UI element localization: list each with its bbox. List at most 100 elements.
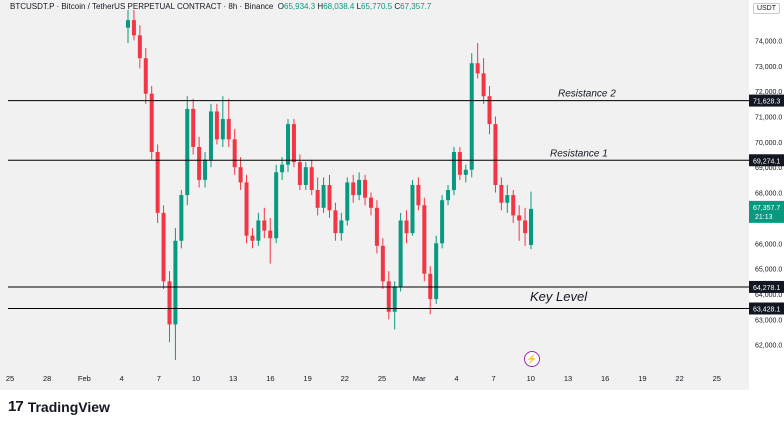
candle-body	[517, 215, 522, 221]
x-tick-label: 7	[157, 374, 161, 383]
tradingview-footer: 17 TradingView	[8, 398, 110, 415]
candle-body	[131, 20, 136, 36]
low-label: L	[356, 2, 362, 11]
candle-body	[226, 119, 231, 140]
y-tick-label: 68,000.0	[755, 191, 782, 198]
candle-body	[238, 167, 243, 183]
x-tick-label: 10	[192, 374, 200, 383]
x-tick-label: 25	[713, 374, 721, 383]
close-value: 67,357.7	[400, 2, 432, 11]
level-label: Key Level	[530, 289, 588, 304]
candle-body	[143, 58, 148, 94]
candle-body	[374, 207, 379, 246]
x-tick-label: 16	[601, 374, 609, 383]
brand-name: TradingView	[27, 398, 110, 415]
candle-body	[505, 195, 510, 203]
x-tick-label: 13	[564, 374, 572, 383]
level-label: Resistance 2	[558, 89, 616, 100]
candle-body	[398, 220, 403, 287]
candle-body	[197, 146, 202, 180]
candle-body	[428, 273, 433, 300]
candle-body	[244, 182, 249, 236]
current-price-badge	[749, 200, 784, 223]
level-badge-text: 71,628.3	[753, 99, 780, 106]
candle-body	[511, 195, 516, 216]
candle-body	[499, 184, 504, 203]
x-tick-label: 4	[454, 374, 458, 383]
chart-area[interactable]: 74,000.0 73,000.0 72,000.0 71,000.0 70,000.0…	[0, 0, 784, 390]
candle-body	[220, 119, 225, 140]
candle-body	[410, 184, 415, 234]
y-tick-label: 63,000.0	[755, 317, 782, 324]
y-tick-label: 64,000.0	[755, 292, 782, 299]
y-tick-label: 71,000.0	[755, 115, 782, 122]
candle-body	[179, 195, 184, 241]
high-value: 68,038.4	[323, 2, 355, 11]
currency-badge[interactable]: USDT	[752, 3, 780, 14]
x-tick-label: 19	[638, 374, 646, 383]
candle-body	[149, 93, 154, 152]
candle-body	[203, 159, 208, 180]
candle-body	[434, 243, 439, 300]
candle-body	[422, 205, 427, 274]
candle-body	[523, 220, 528, 234]
x-tick-label: Feb	[78, 374, 91, 383]
candle-body	[333, 210, 338, 234]
candle-body	[262, 220, 267, 231]
y-tick-label: 66,000.0	[755, 241, 782, 248]
candle-body	[446, 190, 451, 201]
lightning-event-icon[interactable]: ⚡	[524, 351, 540, 367]
tradingview-logo-icon: 17	[8, 398, 24, 415]
candle-body	[481, 73, 486, 97]
candle-body	[345, 182, 350, 221]
symbol-header: BTCUSDT.P · Bitcoin / TetherUS PERPETUAL…	[10, 2, 431, 11]
candle-body	[232, 139, 237, 168]
candle-body	[457, 152, 462, 175]
level-badge-text: 64,278.1	[753, 285, 780, 292]
candle-body	[357, 179, 362, 196]
candle-body	[493, 124, 498, 185]
candle-body	[280, 164, 285, 173]
candle-body	[404, 220, 409, 234]
candle-body	[339, 220, 344, 234]
candle-body	[297, 162, 302, 185]
candle-body	[256, 220, 261, 241]
candle-body	[368, 197, 373, 208]
open-label: O	[277, 2, 285, 11]
candle-body	[250, 235, 255, 241]
candle-body	[440, 200, 445, 244]
close-label: C	[394, 2, 401, 11]
candle-body	[185, 108, 190, 196]
x-tick-label: 13	[229, 374, 237, 383]
level-badge-text: 69,274.1	[753, 158, 780, 165]
candle-body	[208, 111, 213, 160]
candle-body	[451, 152, 456, 191]
x-tick-label: 25	[378, 374, 386, 383]
level-badge	[749, 280, 784, 293]
candle-body	[286, 124, 291, 165]
candle-body	[463, 169, 468, 175]
candle-body	[363, 179, 368, 198]
y-tick-label: 69,000.0	[755, 165, 782, 172]
price-chart[interactable]: 74,000.0 73,000.0 72,000.0 71,000.0 70,000.0…	[0, 0, 784, 390]
candle-body	[529, 208, 533, 245]
candle-body	[386, 281, 391, 312]
level-badge	[749, 94, 784, 107]
candle-body	[161, 212, 166, 282]
candle-body	[126, 20, 130, 28]
candle-body	[380, 245, 385, 282]
candle-body	[351, 182, 356, 196]
y-tick-label: 72,000.0	[755, 89, 782, 96]
candle-body	[487, 96, 492, 125]
candle-body	[321, 184, 326, 208]
countdown-text: 21:13	[755, 214, 773, 221]
x-tick-label: 16	[266, 374, 274, 383]
candle-body	[392, 286, 397, 312]
x-tick-label: 7	[492, 374, 496, 383]
candle-body	[475, 63, 480, 74]
symbol-title: BTCUSDT.P · Bitcoin / TetherUS PERPETUAL…	[10, 2, 274, 11]
open-value: 65,934.3	[284, 2, 316, 11]
low-value: 65,770.5	[361, 2, 393, 11]
candle-body	[315, 190, 320, 208]
x-tick-label: 19	[303, 374, 311, 383]
